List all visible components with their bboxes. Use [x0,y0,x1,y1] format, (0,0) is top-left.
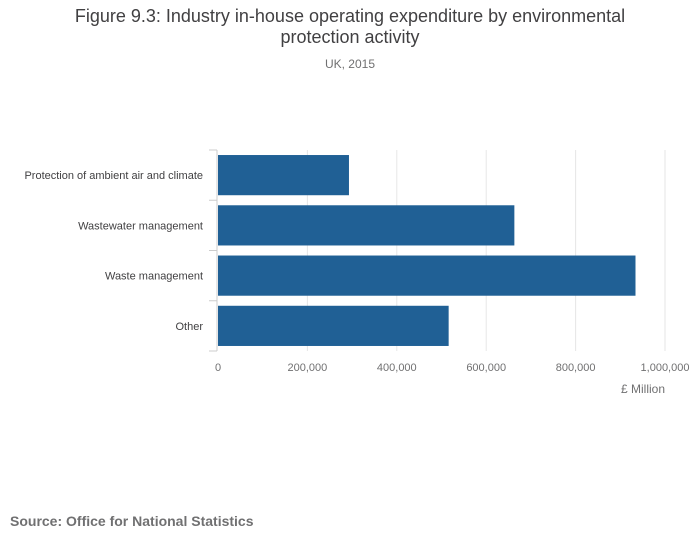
x-tick-label: 800,000 [556,362,596,374]
x-tick-label: 400,000 [377,362,417,374]
source-note: Source: Office for National Statistics [10,513,254,529]
bar [218,205,515,246]
x-tick-label: 1,000,000 [641,362,690,374]
y-tick-label: Protection of ambient air and climate [24,170,203,182]
bar [218,305,449,346]
x-tick-label: 200,000 [288,362,328,374]
bar [218,155,349,196]
x-tick-label: 600,000 [466,362,506,374]
chart-title-text: Figure 9.3: Industry in-house operating … [74,6,626,47]
bar [218,255,636,296]
y-tick-label: Waste management [105,271,203,283]
x-tick-label: 0 [215,362,221,374]
chart-title: Figure 9.3: Industry in-house operating … [0,6,700,48]
y-tick-label: Wastewater management [78,220,203,232]
x-axis-label: £ Million [621,382,665,396]
chart-subtitle: UK, 2015 [324,57,376,71]
y-tick-label: Other [175,321,203,333]
